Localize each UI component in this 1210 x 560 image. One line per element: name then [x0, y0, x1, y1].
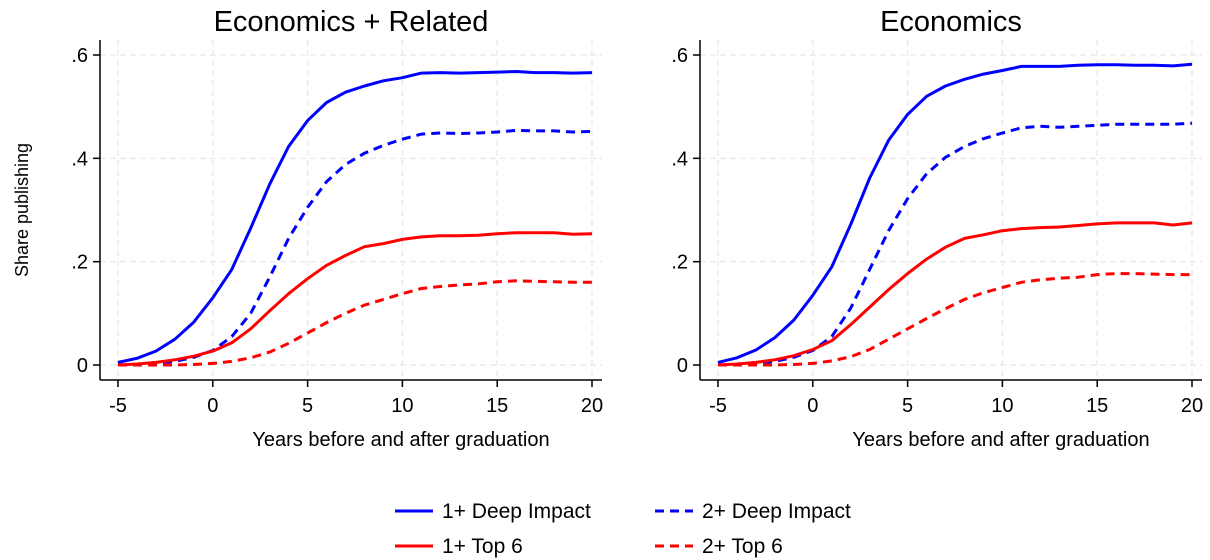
series-line: [717, 62, 1193, 364]
y-tick-label: 0: [677, 355, 688, 377]
chart-title: Economics: [880, 6, 1022, 38]
series-line: [718, 272, 1192, 367]
y-tick-label: .4: [71, 148, 88, 170]
legend-label: 2+ Deep Impact: [702, 500, 851, 523]
series-lines: [717, 62, 1193, 367]
axes: 0 .2 .4 .6 -5 0 5 10 15 20: [71, 40, 603, 417]
chart-title: Economics + Related: [214, 6, 489, 38]
legend-label: 1+ Top 6: [442, 535, 523, 558]
x-tick-label: -5: [109, 395, 127, 417]
y-tick-label: 0: [77, 355, 88, 377]
y-tick-label: .2: [71, 252, 88, 274]
legend-label: 1+ Deep Impact: [442, 500, 591, 523]
legend-item: 1+ Deep Impact: [395, 500, 591, 523]
x-tick-label: 5: [302, 395, 313, 417]
x-tick-label: 10: [391, 395, 413, 417]
plot-area: [100, 40, 602, 380]
legend-item: 2+ Deep Impact: [655, 500, 851, 523]
x-tick-label: 20: [581, 395, 603, 417]
x-tick-label: 15: [1086, 395, 1108, 417]
y-tick-label: .6: [671, 45, 688, 67]
series-line: [118, 279, 592, 367]
x-tick-label: 0: [207, 395, 218, 417]
legend: 1+ Deep Impact 2+ Deep Impact 1+ Top 6 2+ T…: [395, 500, 851, 558]
x-axis-label: Years before and after graduation: [852, 429, 1149, 451]
x-tick-label: 10: [991, 395, 1013, 417]
legend-item: 2+ Top 6: [655, 535, 783, 558]
x-tick-label: 20: [1181, 395, 1203, 417]
x-tick-label: 15: [486, 395, 508, 417]
x-tick-label: -5: [709, 395, 727, 417]
chart-panel-economics-related: 0 .2 .4 .6 -5 0 5 10 15 20 Economics + Related Ye…: [71, 6, 603, 451]
x-tick-label: 5: [902, 395, 913, 417]
plot-area: [700, 40, 1202, 380]
x-axis-label: Years before and after graduation: [252, 429, 549, 451]
series-line: [117, 70, 593, 364]
series-line: [117, 231, 593, 367]
chart-panel-economics: 0 .2 .4 .6 -5 0 5 10 15 20 Economics Years before…: [671, 6, 1203, 451]
series-lines: [117, 70, 593, 367]
legend-item: 1+ Top 6: [395, 535, 523, 558]
axes: 0 .2 .4 .6 -5 0 5 10 15 20: [671, 40, 1203, 417]
y-tick-label: .2: [671, 252, 688, 274]
series-line: [717, 221, 1193, 367]
y-tick-label: .4: [671, 148, 688, 170]
legend-label: 2+ Top 6: [702, 535, 783, 558]
y-axis-label: Share publishing: [12, 143, 32, 277]
x-tick-label: 0: [807, 395, 818, 417]
y-tick-label: .6: [71, 45, 88, 67]
